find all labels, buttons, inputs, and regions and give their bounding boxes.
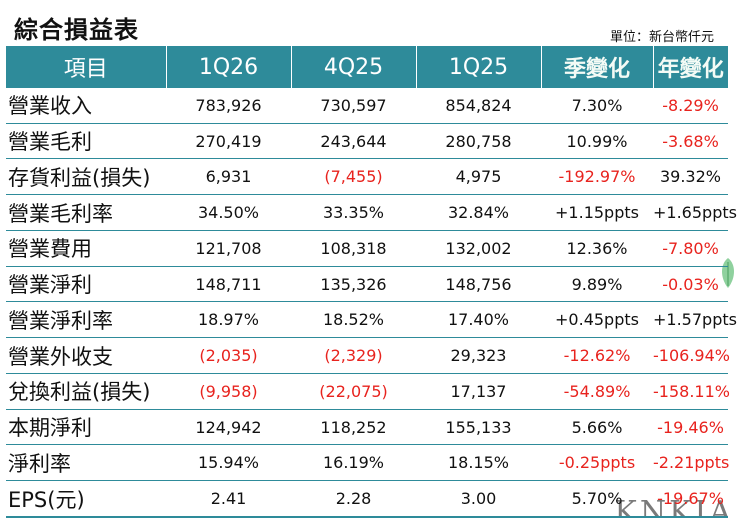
table-cell: 39.32% [653,158,728,196]
table-cell: 135,326 [291,266,416,303]
table-cell: (7,455) [291,158,416,196]
table-cell: 9.89% [541,266,653,303]
table-row: 營業淨利 148,711 135,326 148,756 9.89% -0.03% [6,266,728,303]
page-title: 綜合損益表 [14,16,139,44]
table-cell: 124,942 [166,409,291,446]
table-cell: 730,597 [291,88,416,124]
table-cell: 17.40% [416,301,541,339]
table-cell: 155,133 [416,409,541,446]
table-cell: +1.57ppts [653,301,737,339]
row-label: 淨利率 [6,444,166,482]
row-label: EPS(元) [6,480,166,519]
row-label: 營業毛利率 [6,194,166,231]
row-label: 存貨利益(損失) [6,158,166,196]
row-label: 營業收入 [6,88,166,124]
table-row: 營業淨利率 18.97% 18.52% 17.40% +0.45ppts +1.57ppt… [6,301,737,339]
row-label: 營業淨利 [6,266,166,303]
table-row: 營業毛利 270,419 243,644 280,758 10.99% -3.68% [6,123,728,160]
table-cell: 3.00 [416,480,541,519]
header-item: 項目 [6,46,166,88]
table-cell: 18.97% [166,301,291,339]
header-yoy: 年變化 [652,46,728,88]
table-row: 兌換利益(損失) (9,958) (22,075) 17,137 -54.89% -158… [6,373,730,410]
table-row: 營業外收支 (2,035) (2,329) 29,323 -12.62% -106.94% [6,337,730,374]
table-cell: 17,137 [416,373,541,410]
table-cell: 32.84% [416,194,541,231]
table-row: 本期淨利 124,942 118,252 155,133 5.66% -19.46% [6,409,728,446]
table-cell: 148,711 [166,266,291,303]
table-cell: 121,708 [166,230,291,267]
table-cell: 118,252 [291,409,416,446]
table-row: 存貨利益(損失) 6,931 (7,455) 4,975 -192.97% 39.32% [6,158,728,196]
table-row: 營業費用 121,708 108,318 132,002 12.36% -7.80% [6,230,728,267]
row-label: 營業外收支 [6,337,166,374]
table-cell: -192.97% [541,158,653,196]
table-row: 淨利率 15.94% 16.19% 18.15% -0.25ppts -2.21ppts [6,444,729,482]
table-cell: (2,035) [166,337,291,374]
row-label: 營業淨利率 [6,301,166,339]
table-header-row: 項目 1Q26 4Q25 1Q25 季變化 年變化 [6,46,728,88]
table-cell: 16.19% [291,444,416,482]
table-cell: 12.36% [541,230,653,267]
income-statement-table: 項目 1Q26 4Q25 1Q25 季變化 年變化 營業收入 783,926 730… [6,46,737,519]
table-cell: 270,419 [166,123,291,160]
unit-label: 單位：新台幣仟元 [609,30,714,45]
table-cell: (2,329) [291,337,416,374]
table-cell: 5.66% [541,409,653,446]
table-row: 營業收入 783,926 730,597 854,824 7.30% -8.29% [6,88,728,124]
row-label: 本期淨利 [6,409,166,446]
table-cell: 280,758 [416,123,541,160]
table-cell: -19.46% [653,409,728,446]
header-1q25: 1Q25 [415,46,541,88]
table-cell: 18.15% [416,444,541,482]
table-cell: -19.67% [653,480,728,519]
header-4q25: 4Q25 [290,46,416,88]
table-cell: 854,824 [416,88,541,124]
table-cell: +1.15ppts [541,194,653,231]
table-cell: -12.62% [541,337,653,374]
table-cell: (9,958) [166,373,291,410]
table-cell: +0.45ppts [541,301,653,339]
table-cell: 148,756 [416,266,541,303]
table-cell: -3.68% [653,123,728,160]
table-cell: 10.99% [541,123,653,160]
row-label: 營業費用 [6,230,166,267]
table-cell: -0.03% [653,266,728,303]
table-row: 營業毛利率 34.50% 33.35% 32.84% +1.15ppts +1.65ppt… [6,194,737,231]
table-cell: 4,975 [416,158,541,196]
table-cell: 2.28 [291,480,416,519]
table-cell: (22,075) [291,373,416,410]
table-cell: 783,926 [166,88,291,124]
table-cell: 7.30% [541,88,653,124]
row-label: 營業毛利 [6,123,166,160]
table-cell: 34.50% [166,194,291,231]
table-cell: 6,931 [166,158,291,196]
table-cell: -106.94% [653,337,730,374]
row-label: 兌換利益(損失) [6,373,166,410]
table-cell: -7.80% [653,230,728,267]
table-cell: 18.52% [291,301,416,339]
table-cell: 243,644 [291,123,416,160]
table-cell: 2.41 [166,480,291,519]
table-cell: +1.65ppts [653,194,737,231]
header-qoq: 季變化 [540,46,653,88]
table-cell: 5.70% [541,480,653,519]
table-cell: -2.21ppts [653,444,729,482]
table-cell: 15.94% [166,444,291,482]
table-cell: -8.29% [653,88,728,124]
table-row: EPS(元) 2.41 2.28 3.00 5.70% -19.67% [6,480,728,519]
table-cell: 132,002 [416,230,541,267]
table-cell: -0.25ppts [541,444,653,482]
table-cell: -158.11% [653,373,730,410]
table-cell: 33.35% [291,194,416,231]
table-cell: 29,323 [416,337,541,374]
header-1q26: 1Q26 [165,46,291,88]
table-cell: -54.89% [541,373,653,410]
table-cell: 108,318 [291,230,416,267]
